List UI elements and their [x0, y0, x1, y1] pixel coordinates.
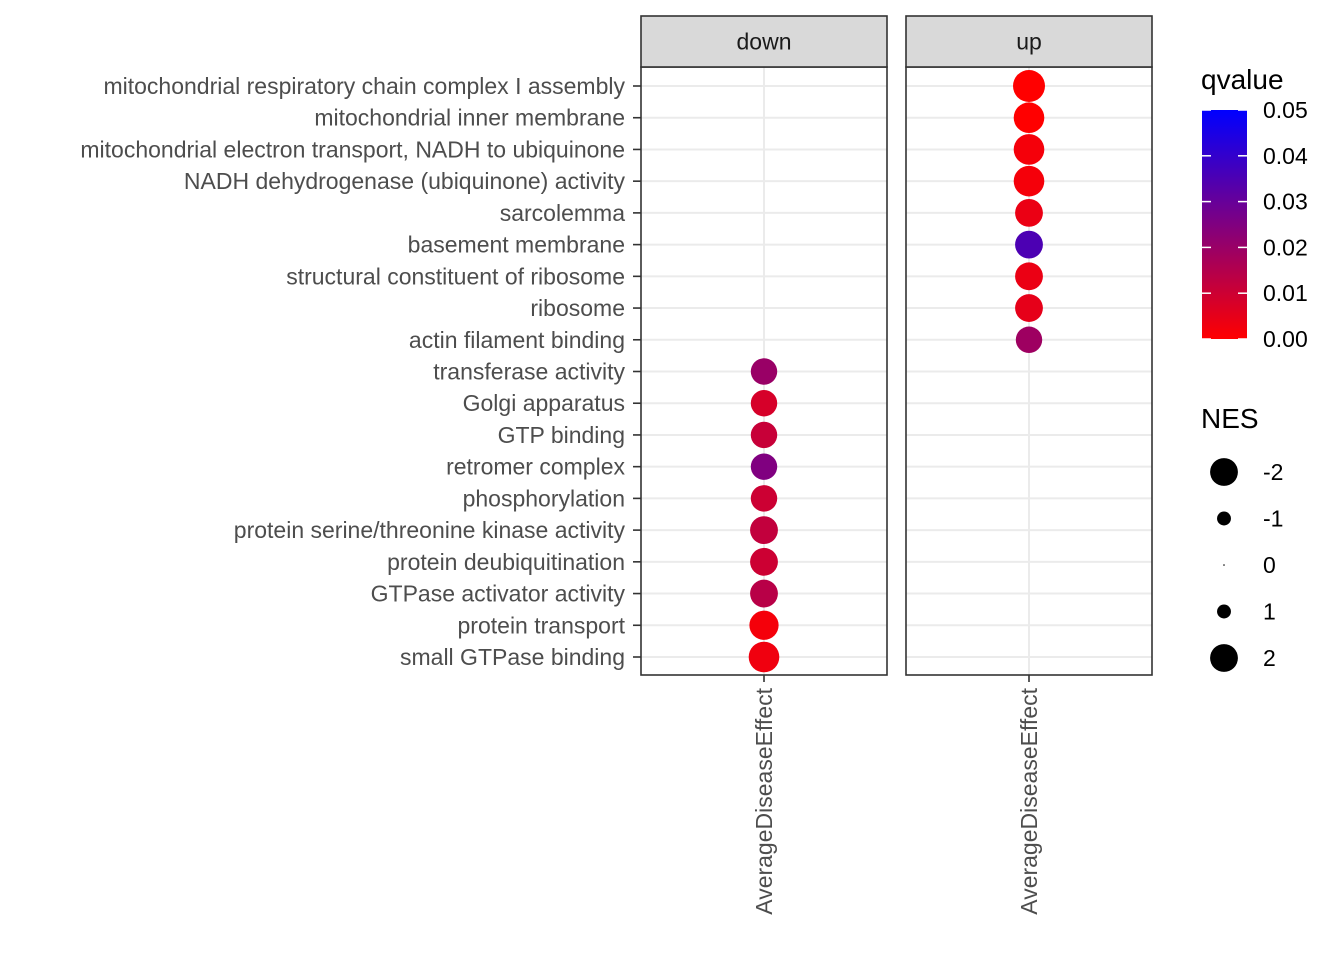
data-point	[1013, 70, 1045, 102]
data-point	[750, 547, 778, 576]
size-legend-label: -1	[1263, 506, 1283, 532]
y-tick-label: ribosome	[530, 295, 625, 321]
data-point	[750, 485, 778, 512]
y-tick-label: mitochondrial inner membrane	[314, 105, 625, 131]
color-legend-label: 0.05	[1263, 97, 1308, 123]
y-tick-label: mitochondrial electron transport, NADH t…	[80, 136, 625, 162]
x-tick-label-down: AverageDiseaseEffect	[751, 687, 777, 914]
strip-down	[640, 15, 888, 68]
data-point	[1015, 230, 1043, 259]
color-legend-label: 0.03	[1263, 189, 1308, 215]
y-tick-label: Golgi apparatus	[463, 390, 625, 416]
size-legend-label: 0	[1263, 552, 1276, 578]
data-point	[750, 358, 778, 385]
data-point	[750, 516, 778, 545]
y-tick-label: mitochondrial respiratory chain complex …	[103, 73, 625, 99]
y-tick-label: structural constituent of ribosome	[286, 263, 625, 289]
data-point	[1015, 198, 1043, 227]
data-point	[1013, 102, 1045, 134]
data-point	[1015, 326, 1043, 353]
y-tick-label: protein serine/threonine kinase activity	[234, 517, 626, 543]
strip-label-down: down	[737, 29, 792, 55]
y-tick-label: retromer complex	[446, 454, 625, 480]
y-tick-label: protein deubiquitination	[387, 549, 625, 575]
data-point	[1013, 165, 1045, 197]
strip-up	[905, 15, 1153, 68]
y-tick-label: GTP binding	[498, 422, 625, 448]
y-tick-label: actin filament binding	[409, 327, 625, 353]
y-tick-label: basement membrane	[408, 232, 625, 258]
size-legend-label: 1	[1263, 599, 1276, 625]
color-legend-label: 0.02	[1263, 234, 1308, 260]
y-tick-label: NADH dehydrogenase (ubiquinone) activity	[184, 168, 626, 194]
size-legend-key	[1217, 604, 1231, 619]
data-point	[1013, 134, 1045, 165]
data-point	[1015, 262, 1043, 291]
y-tick-label: GTPase activator activity	[371, 581, 626, 607]
x-tick-label-up: AverageDiseaseEffect	[1016, 687, 1042, 914]
data-point	[1015, 294, 1043, 322]
data-point	[750, 390, 778, 417]
size-legend-title: NES	[1201, 403, 1259, 434]
size-legend-key	[1223, 564, 1225, 566]
strip-label-up: up	[1016, 29, 1042, 55]
data-point	[750, 579, 778, 608]
y-tick-label: small GTPase binding	[400, 644, 625, 670]
data-point	[750, 421, 778, 449]
y-tick-label: protein transport	[458, 612, 626, 638]
color-legend-label: 0.04	[1263, 143, 1308, 169]
data-point	[748, 641, 780, 673]
color-legend-title: qvalue	[1201, 64, 1284, 95]
size-legend-label: 2	[1263, 645, 1276, 671]
size-legend-key	[1217, 511, 1231, 526]
y-tick-label: sarcolemma	[500, 200, 625, 226]
color-legend-label: 0.00	[1263, 326, 1308, 352]
color-legend-bar	[1202, 110, 1247, 339]
size-legend-label: -2	[1263, 459, 1283, 485]
y-tick-label: transferase activity	[433, 359, 625, 385]
data-point	[750, 453, 778, 480]
y-tick-label: phosphorylation	[463, 485, 625, 511]
size-legend-key	[1210, 644, 1238, 672]
size-legend-key	[1210, 458, 1238, 486]
color-legend-label: 0.01	[1263, 280, 1308, 306]
data-point	[749, 610, 779, 640]
